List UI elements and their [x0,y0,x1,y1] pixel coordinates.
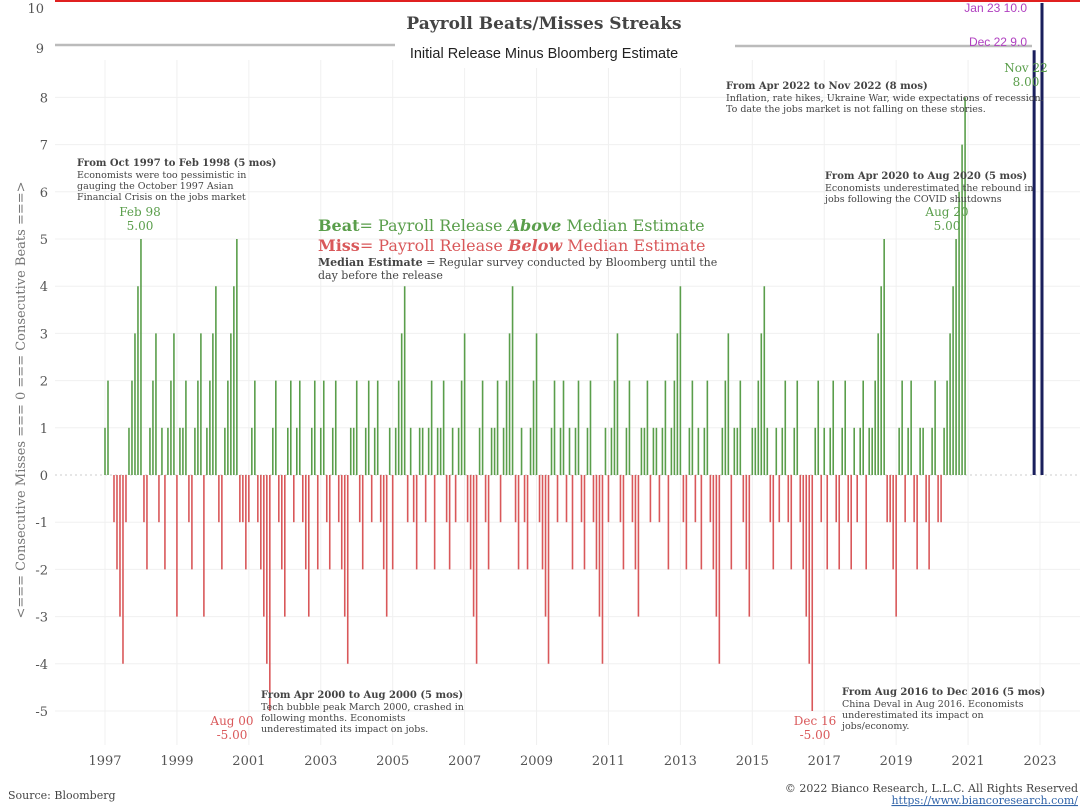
y-tick-0: 0 [40,469,48,484]
data-label-dec16: Dec 16 -5.00 [794,714,837,742]
data-label-nov22: Nov 22 8.00 [1004,61,1048,89]
y-tick--4: -4 [35,658,48,673]
legend-miss-em: Below [507,236,563,255]
y-tick-3: 3 [40,327,48,342]
y-tick--3: -3 [35,611,48,626]
data-label-nov22-date: Nov 22 [1004,61,1048,75]
annotation-2000-line-1: Tech bubble peak March 2000, crashed in [261,702,464,713]
annotation-2000: From Apr 2000 to Aug 2000 (5 mos) Tech b… [261,690,464,735]
extra-label-dec22: Dec 22 9.0 [969,35,1027,49]
annotation-2020-line-1: Economists underestimated the rebound in [825,183,1034,194]
annotation-2022-title: From Apr 2022 to Nov 2022 (8 mos) [726,81,928,92]
data-label-feb98-value: 5.00 [127,219,154,233]
website-link[interactable]: https://www.biancoresearch.com/ [891,794,1078,807]
legend-miss: Miss= Payroll Release Below Median Estim… [318,236,705,255]
legend-miss-rest: = Payroll Release [360,236,503,255]
x-tick-2005: 2005 [376,754,409,769]
y-tick-1: 1 [40,422,48,437]
annotation-2000-line-2: following months. Economists [261,713,406,724]
x-tick-2009: 2009 [520,754,553,769]
x-tick-1997: 1997 [88,754,121,769]
annotation-1997: From Oct 1997 to Feb 1998 (5 mos) Econom… [77,158,276,203]
y-tick-4: 4 [40,280,48,295]
legend-beat-em: Above [506,216,562,235]
x-tick-2013: 2013 [664,754,697,769]
x-tick-2007: 2007 [448,754,481,769]
legend-beat: Beat= Payroll Release Above Median Estim… [318,216,705,235]
y-tick--2: -2 [35,563,48,578]
annotation-2000-line-3: underestimated its impact on jobs. [261,724,428,735]
annotation-2016-line-3: jobs/economy. [841,721,909,732]
data-label-feb98: Feb 98 5.00 [119,205,161,233]
annotation-2022-line-2: To date the jobs market is not falling o… [726,104,986,115]
data-label-feb98-date: Feb 98 [119,205,161,219]
x-tick-2015: 2015 [736,754,769,769]
legend-miss-prefix: Miss [318,236,360,255]
data-label-aug00-value: -5.00 [217,728,248,742]
annotation-2022-line-1: Inflation, rate hikes, Ukraine War, wide… [726,93,1044,104]
y-tick--5: -5 [35,705,48,720]
annotation-2020-line-2: jobs following the COVID shutdowns [824,194,1002,205]
y-tick-10: 10 [27,2,44,17]
annotation-2022: From Apr 2022 to Nov 2022 (8 mos) Inflat… [726,81,1044,115]
y-tick-9: 9 [36,42,44,57]
y-tick-6: 6 [40,186,48,201]
data-label-nov22-value: 8.00 [1013,75,1040,89]
data-label-aug20: Aug 20 5.00 [924,205,968,233]
legend-median-line1: Median Estimate = Regular survey conduct… [318,256,717,269]
data-label-dec16-date: Dec 16 [794,714,837,728]
x-tick-2021: 2021 [952,754,985,769]
chart-title: Payroll Beats/Misses Streaks [406,14,681,34]
annotation-2016-line-1: China Deval in Aug 2016. Economists [842,699,1024,710]
x-tick-2011: 2011 [592,754,625,769]
legend-beat-suffix: Median Estimate [566,216,704,235]
data-label-aug00-date: Aug 00 [209,714,253,728]
y-tick-5: 5 [40,233,48,248]
data-label-aug20-date: Aug 20 [924,205,968,219]
x-tick-2019: 2019 [880,754,913,769]
annotation-2016: From Aug 2016 to Dec 2016 (5 mos) China … [841,687,1045,732]
annotation-2016-line-2: underestimated its impact on [842,710,984,721]
source-note: Source: Bloomberg [8,789,116,802]
annotation-1997-line-2: gauging the October 1997 Asian [77,181,233,192]
y-tick--1: -1 [35,516,48,531]
x-tick-2017: 2017 [808,754,841,769]
legend-beat-rest: = Payroll Release [359,216,502,235]
y-axis-label: <=== Consecutive Misses === 0 === Consec… [14,181,29,618]
legend-miss-suffix: Median Estimate [567,236,705,255]
legend-median-text: = Regular survey conducted by Bloomberg … [426,256,717,269]
legend-median-line2: day before the release [318,269,443,282]
y-tick-7: 7 [40,139,48,154]
annotation-1997-line-1: Economists were too pessimistic in [77,170,246,181]
annotation-1997-line-3: Financial Crisis on the jobs market [77,192,246,203]
chart-subtitle: Initial Release Minus Bloomberg Estimate [410,46,678,62]
y-tick-2: 2 [40,375,48,390]
annotation-2020-title: From Apr 2020 to Aug 2020 (5 mos) [825,171,1027,182]
x-tick-2023: 2023 [1023,754,1056,769]
legend-median-bold: Median Estimate [318,256,423,269]
tick-labels: -5 -4 -3 -2 -1 0 1 2 3 4 5 6 7 8 9 10 1997 1999 2001 2003 20… [27,2,1056,769]
data-label-aug00: Aug 00 -5.00 [209,714,253,742]
y-tick-8: 8 [40,91,48,106]
copyright-note: © 2022 Bianco Research, L.L.C. All Right… [785,782,1078,795]
title-backdrop [395,6,695,68]
legend-beat-prefix: Beat [318,216,360,235]
x-tick-2001: 2001 [232,754,265,769]
extra-label-jan23: Jan 23 10.0 [964,1,1027,15]
x-tick-1999: 1999 [160,754,193,769]
annotation-2016-title: From Aug 2016 to Dec 2016 (5 mos) [842,687,1045,698]
gridlines [55,60,1080,745]
plot-background [55,0,1080,775]
x-tick-2003: 2003 [304,754,337,769]
bars [104,3,1044,711]
data-label-aug20-value: 5.00 [934,219,961,233]
annotation-1997-title: From Oct 1997 to Feb 1998 (5 mos) [77,158,276,169]
annotation-2020: From Apr 2020 to Aug 2020 (5 mos) Econom… [824,171,1034,205]
data-label-dec16-value: -5.00 [800,728,831,742]
annotation-2000-title: From Apr 2000 to Aug 2000 (5 mos) [261,690,463,701]
